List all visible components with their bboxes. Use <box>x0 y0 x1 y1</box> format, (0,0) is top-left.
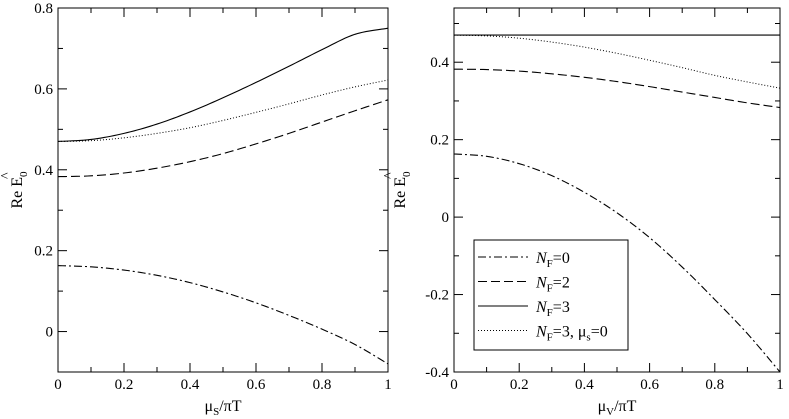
right-y-axis-label: Re E0 ^ <box>382 171 413 209</box>
legend: NF=0 NF=2 NF=3 NF=3, μs=0 <box>473 239 629 351</box>
left-panel: 0 0.2 0.4 0.6 0.8 100.20.40.60.8 Re E0 ^ μS/π… <box>0 1 392 418</box>
y-tick-label: 0 <box>442 210 450 226</box>
legend-box <box>473 239 629 351</box>
series-line-dashdot <box>57 265 389 365</box>
y-label-symbol: E <box>392 177 409 187</box>
x-label-rest: /πT <box>614 398 637 415</box>
y-label-prefix: Re <box>392 187 409 209</box>
x-tick-label: 0.8 <box>313 377 332 393</box>
left-y-axis-label: Re E0 ^ <box>0 171 30 209</box>
series-line-solid <box>57 27 389 143</box>
legend-label: NF=0 <box>535 250 570 270</box>
y-tick-label: 0.2 <box>34 244 53 260</box>
legend-label: NF=3 <box>535 299 570 319</box>
x-tick-label: 0.2 <box>510 377 529 393</box>
x-tick-label: 0 <box>54 377 62 393</box>
x-tick-label: 0.6 <box>640 377 659 393</box>
y-tick-label: 0 <box>46 325 54 341</box>
x-tick-label: 0.6 <box>247 377 266 393</box>
series-line-dashed <box>453 68 781 109</box>
y-tick-label: 0.2 <box>430 133 449 149</box>
svg-text:Re E0: Re E0 <box>392 171 413 209</box>
x-tick-label: 1 <box>384 377 392 393</box>
series-line-dotted <box>57 79 389 142</box>
series-line-dashdot <box>453 153 781 373</box>
x-label-rest: /πT <box>219 398 242 415</box>
y-label-hat: ^ <box>382 172 397 179</box>
svg-text:Re E0: Re E0 <box>9 171 30 209</box>
legend-items: NF=0 NF=2 NF=3 NF=3, μs=0 <box>478 250 608 344</box>
y-tick-label: 0.6 <box>34 82 53 98</box>
left-series <box>57 27 389 365</box>
x-label-subscript: S <box>213 406 219 418</box>
y-tick-label: -0.2 <box>425 288 449 304</box>
x-label-mu: μ <box>598 398 607 415</box>
right-ticks: 0 0.2 0.4 0.6 0.8 1 -0.4 -0.2 0 0.2 0.4 <box>425 8 784 393</box>
left-x-axis-label: μS/πT <box>205 398 242 418</box>
y-label-prefix: Re <box>9 187 26 209</box>
y-tick-label: 0.4 <box>430 55 449 71</box>
y-label-hat: ^ <box>0 172 14 179</box>
x-tick-label: 1 <box>776 377 784 393</box>
left-ticks: 0 0.2 0.4 0.6 0.8 1 0 0.2 0.4 0.6 0.8 <box>34 1 392 393</box>
y-label-symbol: E <box>9 177 26 187</box>
x-label-subscript: V <box>606 406 614 418</box>
y-tick-label: 0.4 <box>34 163 53 179</box>
right-series <box>453 34 781 373</box>
x-tick-label: 0.4 <box>181 377 200 393</box>
legend-label: NF=2 <box>535 275 570 295</box>
series-line-dashed <box>57 99 389 178</box>
right-panel: 0 0.2 0.4 0.6 0.8 1-0.4-0.200.20.4 Re E0 ^ μV… <box>382 7 784 418</box>
x-tick-label: 0.4 <box>575 377 594 393</box>
right-x-axis-label: μV/πT <box>598 398 637 418</box>
left-plot-frame <box>57 7 389 373</box>
y-tick-label: -0.4 <box>425 365 449 381</box>
y-tick-label: 0.8 <box>34 1 53 17</box>
x-tick-label: 0.2 <box>115 377 134 393</box>
x-tick-label: 0 <box>450 377 458 393</box>
x-tick-label: 0.8 <box>705 377 724 393</box>
y-label-subscript: 0 <box>401 171 413 177</box>
y-label-subscript: 0 <box>18 171 30 177</box>
x-label-mu: μ <box>205 398 214 415</box>
legend-label: NF=3, μs=0 <box>535 324 608 344</box>
series-line-dotted <box>453 34 781 89</box>
